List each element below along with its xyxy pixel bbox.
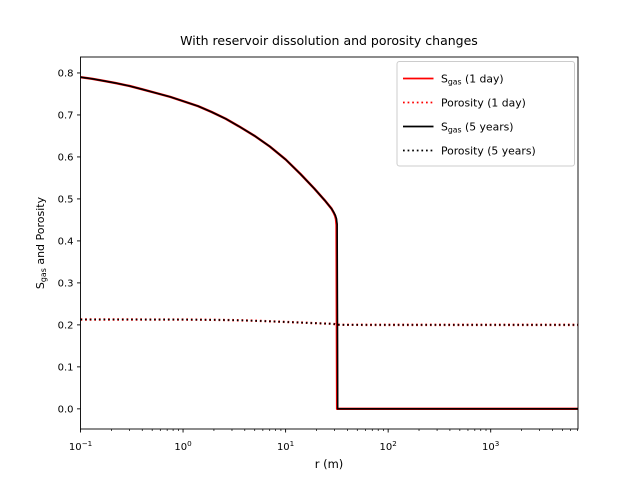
- y-axis-label-text: Sgas and Porosity: [34, 196, 48, 289]
- x-tick-label: 10−1: [69, 439, 92, 453]
- legend-label: Sgas (1 day): [441, 72, 504, 86]
- series-line-porosity-5years: [80, 318, 578, 326]
- y-tick-label: 0.3: [58, 278, 74, 289]
- legend-entry: Sgas (1 day): [403, 72, 504, 87]
- legend-box: [396, 61, 575, 167]
- legend-label: Porosity (5 years): [441, 144, 536, 157]
- x-tick-label: 103: [482, 439, 499, 453]
- y-tick-label: 0.8: [58, 68, 74, 79]
- series-line-sgas-5years: [80, 76, 578, 410]
- legend: Sgas (1 day) Porosity (1 day) Sgas (5 year…: [396, 61, 575, 167]
- y-axis-label: Sgas and Porosity: [34, 196, 48, 289]
- chart-title: With reservoir dissolution and porosity …: [180, 33, 478, 48]
- y-tick-label: 0.5: [58, 194, 74, 205]
- legend-label: Porosity (1 day): [441, 96, 526, 109]
- series-layer: [80, 75, 578, 411]
- x-tick-label: 101: [277, 439, 294, 453]
- legend-entry: Sgas (5 years): [403, 120, 513, 135]
- y-tick-label: 0.7: [58, 110, 74, 121]
- x-tick-label: 102: [379, 439, 396, 453]
- legend-label: Sgas (5 years): [441, 120, 513, 134]
- legend-entry: Porosity (5 years): [403, 144, 536, 157]
- x-tick-label: 100: [174, 439, 192, 453]
- y-tick-label: 0.1: [58, 362, 74, 373]
- y-tick-label: 0.2: [58, 320, 74, 331]
- x-axis-label: r (m): [315, 457, 344, 471]
- legend-entry: Porosity (1 day): [403, 96, 526, 109]
- plot-border: [80, 56, 579, 430]
- axes-layer: 0.0 0.1 0.2 0.3 0.4 0.5 0.6 0.7 0.8 10−1 100 101 102…: [58, 56, 579, 453]
- y-tick-label: 0.4: [58, 236, 74, 247]
- y-tick-label: 0.0: [58, 404, 74, 415]
- y-tick-label: 0.6: [58, 152, 74, 163]
